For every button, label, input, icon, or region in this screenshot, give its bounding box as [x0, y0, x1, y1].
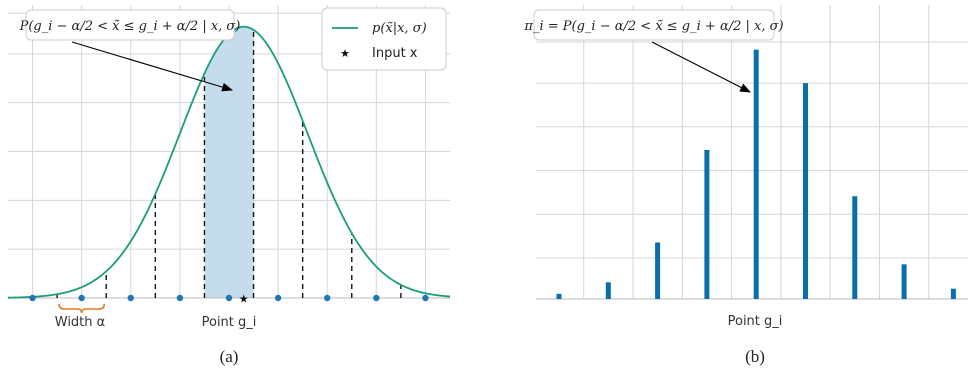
shaded-interval	[204, 26, 254, 298]
grid-point	[127, 294, 134, 302]
panel-a: ★ Width α Point g_i (a) P(g_i − α/2 < x̃…	[7, 5, 451, 366]
panel-b: Point g_i (b) π_i = P(g_i − α/2 < x̃ ≤ g…	[523, 5, 968, 366]
annotation-text-b: π_i = P(g_i − α/2 < x̃ ≤ g_i + α/2 | x, …	[523, 19, 783, 34]
legend-item-input: Input x	[372, 46, 418, 61]
input-marker: ★	[239, 293, 249, 306]
bar--2	[704, 149, 710, 299]
grid-b	[536, 5, 968, 299]
caption-a: (a)	[220, 347, 239, 366]
bar-4	[852, 196, 858, 299]
bar--8	[556, 293, 562, 299]
width-bracket	[58, 303, 106, 314]
legend-star-swatch: ★	[340, 47, 350, 60]
width-label: Width α	[55, 315, 105, 330]
legend-a: p(x̃|x, σ) ★ Input x	[321, 7, 447, 71]
bar--6	[605, 282, 611, 299]
annotation-box-a	[25, 9, 235, 41]
annotation-arrow-a	[71, 41, 234, 92]
bar-0	[753, 49, 759, 300]
x-axis-label-b: Point g_i	[728, 314, 783, 329]
annotation-text-a: P(g_i − α/2 < x̃ ≤ g_i + α/2 | x, σ)	[19, 19, 241, 34]
grid-points	[29, 294, 429, 302]
x-axis-label-a: Point g_i	[202, 315, 257, 330]
grid-point	[324, 294, 331, 302]
grid-point	[78, 294, 85, 302]
caption-b: (b)	[745, 347, 765, 366]
grid-point	[176, 294, 184, 302]
bar--4	[655, 242, 661, 299]
bin-edges	[56, 29, 402, 298]
bar-2	[803, 83, 808, 300]
bar-8	[950, 288, 956, 299]
annotation-box-b	[533, 9, 775, 41]
legend-item-density: p(x̃|x, σ)	[372, 21, 427, 36]
input-star: ★	[239, 293, 249, 306]
grid-point	[373, 294, 380, 302]
bar-6	[901, 264, 907, 299]
bars	[556, 49, 956, 300]
annotation-arrow-b	[651, 41, 751, 93]
grid-point	[29, 294, 36, 302]
grid-point	[225, 294, 233, 302]
grid-point	[422, 294, 429, 302]
grid-point	[274, 294, 282, 302]
legend-box	[321, 7, 447, 71]
